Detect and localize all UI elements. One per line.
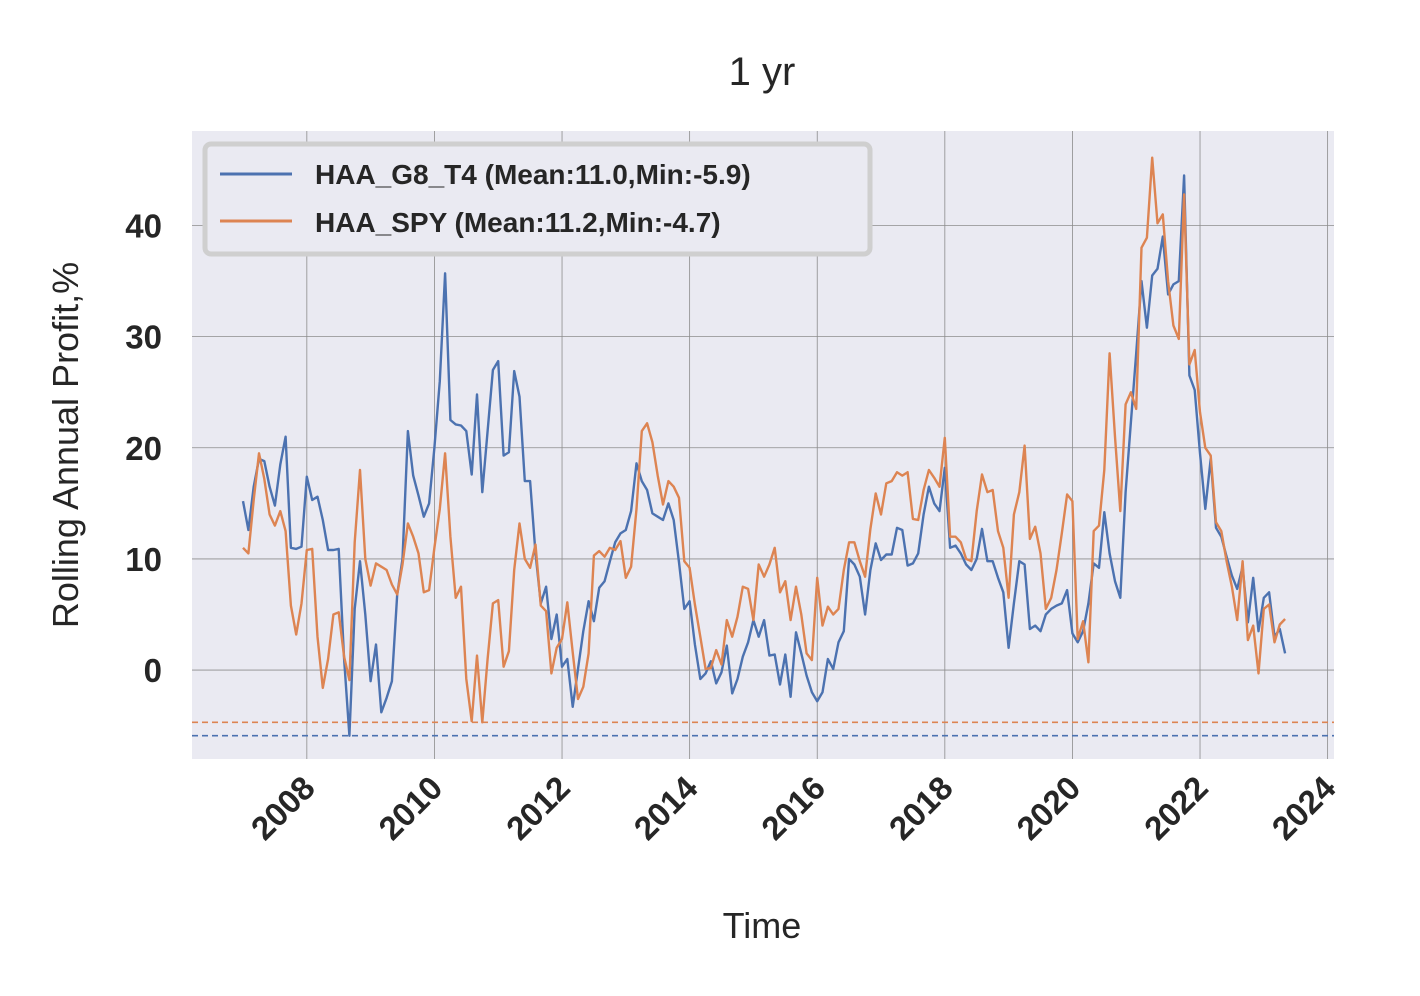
- series-line-0: [241, 174, 1287, 737]
- x-tick-label: 2008: [244, 769, 322, 847]
- y-tick-label: 0: [144, 652, 162, 689]
- x-tick-label: 2018: [882, 769, 960, 847]
- x-axis-label: Time: [723, 905, 802, 946]
- y-tick-label: 20: [125, 430, 162, 467]
- legend-label-haa-spy: HAA_SPY (Mean:11.2,Min:-4.7): [315, 207, 721, 238]
- chart-title: 1 yr: [729, 50, 796, 94]
- legend: HAA_G8_T4 (Mean:11.0,Min:-5.9) HAA_SPY (…: [202, 141, 873, 257]
- x-tick-label: 2010: [371, 769, 449, 847]
- y-tick-label: 30: [125, 319, 162, 356]
- x-tick-label: 2020: [1009, 769, 1087, 847]
- series-lines: [241, 156, 1287, 737]
- x-tick-label: 2014: [627, 768, 706, 847]
- x-tick-label: 2016: [754, 769, 832, 847]
- legend-box: [202, 141, 873, 257]
- y-tick-label: 10: [125, 541, 162, 578]
- x-tick-label: 2022: [1137, 769, 1215, 847]
- y-tick-labels: 0 10 20 30 40: [125, 207, 162, 689]
- min-reference-lines: [192, 721, 1334, 737]
- y-tick-label: 40: [125, 207, 162, 244]
- legend-label-haa-g8-t4: HAA_G8_T4 (Mean:11.0,Min:-5.9): [315, 159, 751, 190]
- x-tick-label: 2024: [1264, 768, 1343, 847]
- y-axis-label: Rolling Annual Profit,%: [45, 262, 86, 628]
- x-tick-label: 2012: [499, 769, 577, 847]
- x-tick-labels: 2008 2010 2012 2014 2016 2018 2020 2022 2024: [244, 768, 1343, 847]
- series-line-1: [242, 156, 1286, 724]
